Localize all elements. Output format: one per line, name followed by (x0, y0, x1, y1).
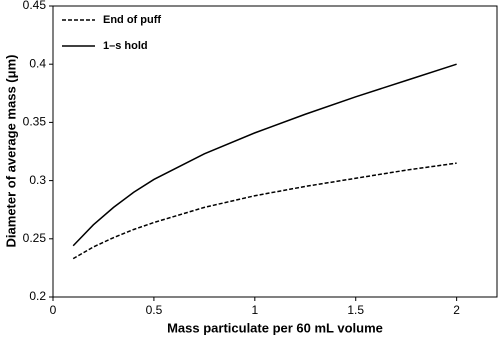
plot-frame (52, 5, 498, 298)
x-axis-title: Mass particulate per 60 mL volume (167, 320, 383, 335)
y-tick-label: 0.3 (29, 173, 46, 187)
data-line (72, 162, 457, 260)
x-tick-label: 1 (251, 303, 258, 317)
x-tick-label: 0 (50, 303, 57, 317)
y-axis-title: Diameter of average mass (μm) (3, 55, 18, 248)
x-tick-label: 2 (453, 303, 460, 317)
x-tick-label: 1.5 (347, 303, 364, 317)
y-tick-label: 0.35 (23, 115, 47, 129)
y-tick-label: 0.45 (23, 0, 47, 12)
y-tick-label: 0.25 (23, 231, 47, 245)
y-tick-label: 0.4 (29, 56, 46, 70)
y-tick-label: 0.2 (29, 289, 46, 303)
data-line (72, 63, 457, 247)
x-tick-label: 0.5 (146, 303, 163, 317)
legend-label: End of puff (103, 14, 161, 26)
legend-label: 1–s hold (103, 40, 148, 52)
